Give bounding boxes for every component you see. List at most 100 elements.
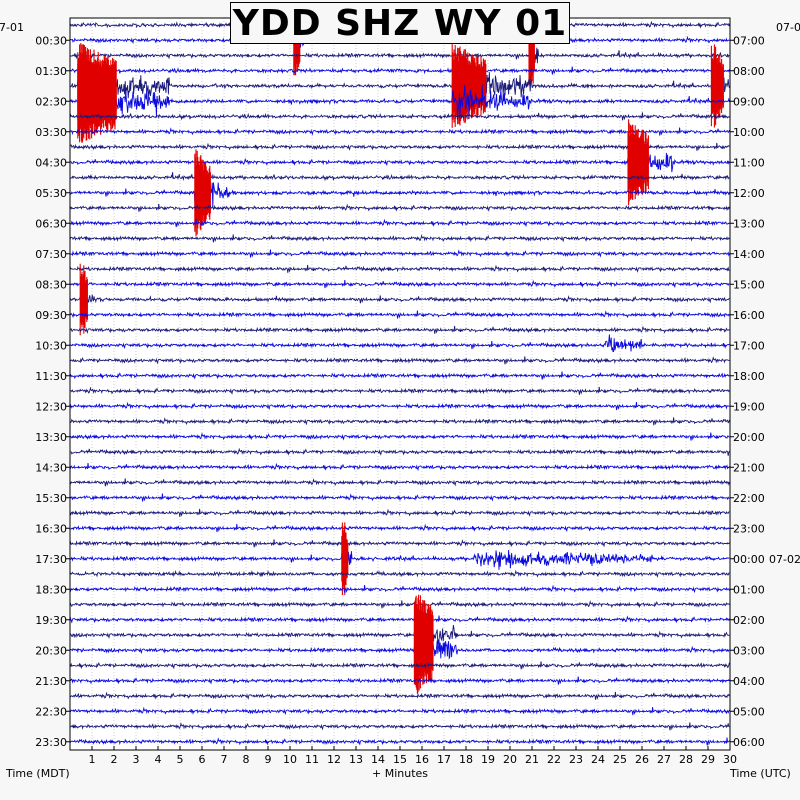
trace-row [69, 112, 730, 121]
trace-row [70, 310, 730, 319]
x-tick-label: 14 [371, 753, 385, 766]
trace-row [69, 432, 730, 441]
x-tick-label: 20 [503, 753, 517, 766]
x-tick-label: 27 [657, 753, 671, 766]
trace-row [69, 615, 730, 624]
left-time-label: 16:30 [35, 522, 67, 535]
trace-row [69, 43, 730, 69]
left-time-label: 21:30 [35, 675, 67, 688]
x-tick-label: 17 [437, 753, 451, 766]
left-axis-label: Time (MDT) [5, 767, 70, 780]
x-tick-label: 3 [133, 753, 140, 766]
x-tick-label: 12 [327, 753, 341, 766]
right-time-label: 06:00 [733, 736, 765, 749]
x-tick-label: 8 [243, 753, 250, 766]
trace-row [69, 639, 730, 661]
left-time-label: 22:30 [35, 705, 67, 718]
trace-row [69, 68, 730, 106]
right-time-label: 19:00 [733, 400, 765, 413]
right-time-label: 08:00 [733, 65, 765, 78]
trace-row [69, 462, 730, 472]
right-time-label: 23:00 [733, 522, 765, 535]
left-time-label: 06:30 [35, 217, 67, 230]
trace-row [69, 386, 730, 395]
trace-row [69, 325, 730, 334]
right-time-label: 07:00 [733, 34, 765, 47]
trace-row [69, 569, 730, 578]
x-tick-label: 1 [89, 753, 96, 766]
trace-row [69, 706, 730, 716]
right-axis-label: Time (UTC) [729, 767, 791, 780]
x-tick-label: 15 [393, 753, 407, 766]
left-time-label: 11:30 [35, 370, 67, 383]
trace-row [69, 280, 730, 312]
x-tick-label: 30 [723, 753, 737, 766]
x-tick-label: 24 [591, 753, 605, 766]
left-time-label: 07:30 [35, 248, 67, 261]
left-time-label: 01:30 [35, 65, 67, 78]
trace-row [69, 493, 730, 502]
trace-row [69, 478, 730, 487]
trace-row [69, 722, 730, 731]
right-time-label: 14:00 [733, 248, 765, 261]
x-tick-label: 21 [525, 753, 539, 766]
trace-row [69, 147, 730, 182]
x-tick-label: 7 [221, 753, 228, 766]
left-time-label: 20:30 [35, 644, 67, 657]
right-time-label: 02:00 [733, 614, 765, 627]
trace-row [69, 234, 730, 243]
right-time-label: 16:00 [733, 309, 765, 322]
trace-row [69, 617, 730, 652]
right-time-label: 04:00 [733, 675, 765, 688]
chart-title-box: YDD SHZ WY 01 [230, 2, 570, 44]
right-time-label: 11:00 [733, 156, 765, 169]
x-tick-label: 19 [481, 753, 495, 766]
chart-title: YDD SHZ WY 01 [232, 2, 568, 44]
trace-row [69, 737, 730, 746]
x-tick-label: 22 [547, 753, 561, 766]
x-tick-label: 2 [111, 753, 118, 766]
trace-row [69, 82, 730, 121]
left-date-label: 07-01 [0, 21, 24, 34]
left-time-label: 17:30 [35, 553, 67, 566]
right-time-label: 20:00 [733, 431, 765, 444]
trace-row [69, 66, 730, 75]
left-time-label: 02:30 [35, 95, 67, 108]
trace-row [69, 584, 730, 594]
trace-row [69, 545, 730, 570]
x-tick-label: 16 [415, 753, 429, 766]
trace-row [69, 676, 730, 685]
trace-row [69, 218, 730, 228]
right-time-label: 00:00 [733, 553, 765, 566]
trace-row [69, 264, 730, 273]
right-time-label: 01:00 [733, 583, 765, 596]
trace-row [70, 334, 730, 353]
x-tick-label: 23 [569, 753, 583, 766]
left-time-label: 04:30 [35, 156, 67, 169]
x-tick-label: 18 [459, 753, 473, 766]
grid-layer [69, 18, 731, 750]
left-time-label: 00:30 [35, 34, 67, 47]
left-time-axis: 00:30 01:30 02:30 03:30 04:30 05:30 06:30 07:30… [35, 34, 70, 749]
left-time-label: 12:30 [35, 400, 67, 413]
left-time-label: 14:30 [35, 461, 67, 474]
x-tick-label: 9 [265, 753, 272, 766]
left-time-label: 15:30 [35, 492, 67, 505]
left-time-label: 05:30 [35, 187, 67, 200]
x-tick-label: 26 [635, 753, 649, 766]
x-tick-label: 13 [349, 753, 363, 766]
right-time-label: 05:00 [733, 705, 765, 718]
left-time-label: 13:30 [35, 431, 67, 444]
left-time-label: 09:30 [35, 309, 67, 322]
x-tick-label: 6 [199, 753, 206, 766]
right-time-label: 17:00 [733, 339, 765, 352]
trace-row [69, 447, 730, 456]
trace-row [69, 203, 730, 212]
trace-row [69, 180, 730, 214]
trace-row [69, 508, 730, 517]
trace-row [69, 691, 730, 700]
x-axis: 1 2 3 4 5 6 7 8 9 10 11 12 13 14 15 16 17 18 19 20 21 22 23 24 2… [69, 746, 737, 766]
right-time-label: 12:00 [733, 187, 765, 200]
right-time-label: 21:00 [733, 461, 765, 474]
